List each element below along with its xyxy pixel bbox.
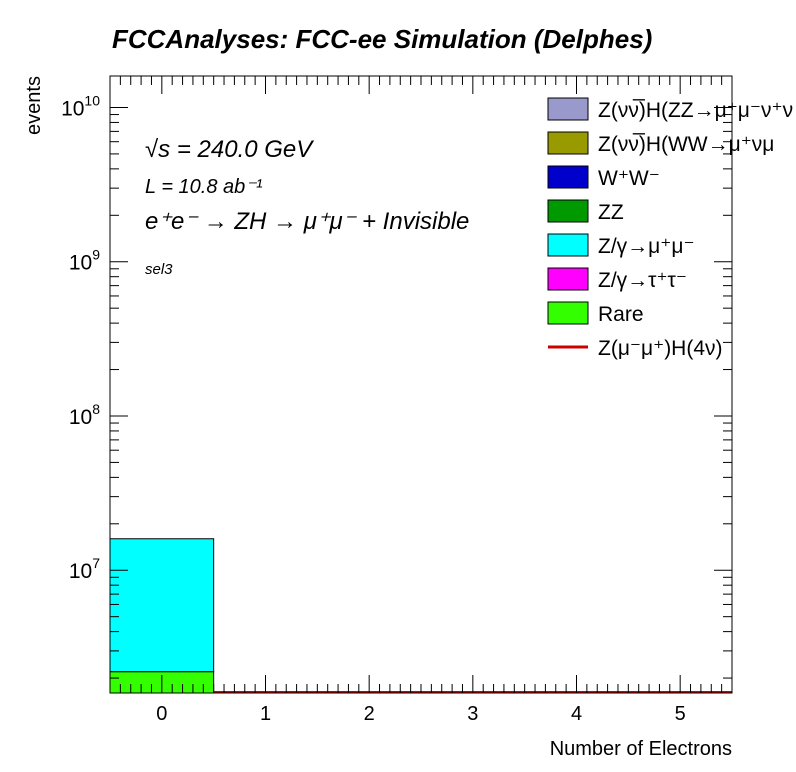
legend-entry: ZZ: [547, 199, 624, 224]
legend-label: Rare: [598, 303, 644, 326]
legend-entry: Rare: [547, 301, 644, 326]
y-tick-label: 109: [69, 247, 100, 275]
chart-title: FCCAnalyses: FCC-ee Simulation (Delphes): [112, 24, 652, 54]
legend-label: Z(νν̅)H(WW→μ⁺νμ: [598, 133, 774, 156]
legend-label: Z/γ→μ⁺μ⁻: [598, 235, 695, 258]
legend-label: Z(μ⁻μ⁺)H(4ν): [598, 337, 723, 360]
x-tick-label: 0: [156, 703, 167, 725]
lumi-annotation: L = 10.8 ab⁻¹: [145, 176, 263, 198]
legend-label: ZZ: [598, 201, 624, 224]
legend-entry: Z/γ→τ⁺τ⁻: [547, 267, 687, 292]
y-tick-exponent: 7: [92, 555, 100, 571]
x-tick-label: 1: [260, 703, 271, 725]
x-tick-label: 2: [364, 703, 375, 725]
energy-annotation: √s = 240.0 GeV: [145, 136, 314, 163]
x-tick-label: 4: [571, 703, 582, 725]
legend-entry: W⁺W⁻: [547, 165, 660, 190]
y-tick-label: 1010: [61, 92, 100, 120]
x-tick-label: 5: [675, 703, 686, 725]
legend-label: Z/γ→τ⁺τ⁻: [598, 269, 687, 292]
legend-entry: Z/γ→μ⁺μ⁻: [547, 233, 695, 258]
y-tick-label: 108: [69, 401, 100, 429]
legend-swatch: [547, 233, 589, 257]
legend-swatch: [547, 97, 589, 121]
legend-swatch: [547, 131, 589, 155]
y-tick-label: 107: [69, 555, 100, 583]
bar-zmumu-0: [109, 538, 215, 673]
legend: Z(νν̅)H(ZZ→μ⁺μ⁻ν⁺ν Z(νν̅)H(WW→μ⁺νμ W⁺W⁻ ZZ Z…: [547, 97, 793, 360]
process-annotation: e⁺e⁻ → ZH → μ⁺μ⁻ + Invisible: [145, 208, 469, 235]
y-tick-base: 10: [69, 252, 92, 275]
legend-swatch: [547, 165, 589, 189]
legend-label: W⁺W⁻: [598, 167, 660, 190]
y-tick-base: 10: [61, 97, 84, 120]
legend-label: Z(νν̅)H(ZZ→μ⁺μ⁻ν⁺ν: [598, 99, 793, 122]
legend-swatch: [547, 301, 589, 325]
y-tick-exponent: 8: [92, 401, 100, 417]
y-tick-base: 10: [69, 560, 92, 583]
y-tick-exponent: 10: [84, 92, 100, 108]
legend-entry: Z(νν̅)H(WW→μ⁺νμ: [547, 131, 774, 156]
x-axis-label: Number of Electrons: [550, 738, 732, 760]
y-axis-label: events: [23, 76, 45, 135]
y-tick-exponent: 9: [92, 247, 100, 263]
legend-swatch: [547, 267, 589, 291]
legend-entry: Z(μ⁻μ⁺)H(4ν): [548, 337, 723, 360]
legend-entry: Z(νν̅)H(ZZ→μ⁺μ⁻ν⁺ν: [547, 97, 793, 122]
selection-annotation: sel3: [145, 261, 173, 278]
y-tick-base: 10: [69, 406, 92, 429]
x-tick-label: 3: [467, 703, 478, 725]
legend-swatch: [547, 199, 589, 223]
